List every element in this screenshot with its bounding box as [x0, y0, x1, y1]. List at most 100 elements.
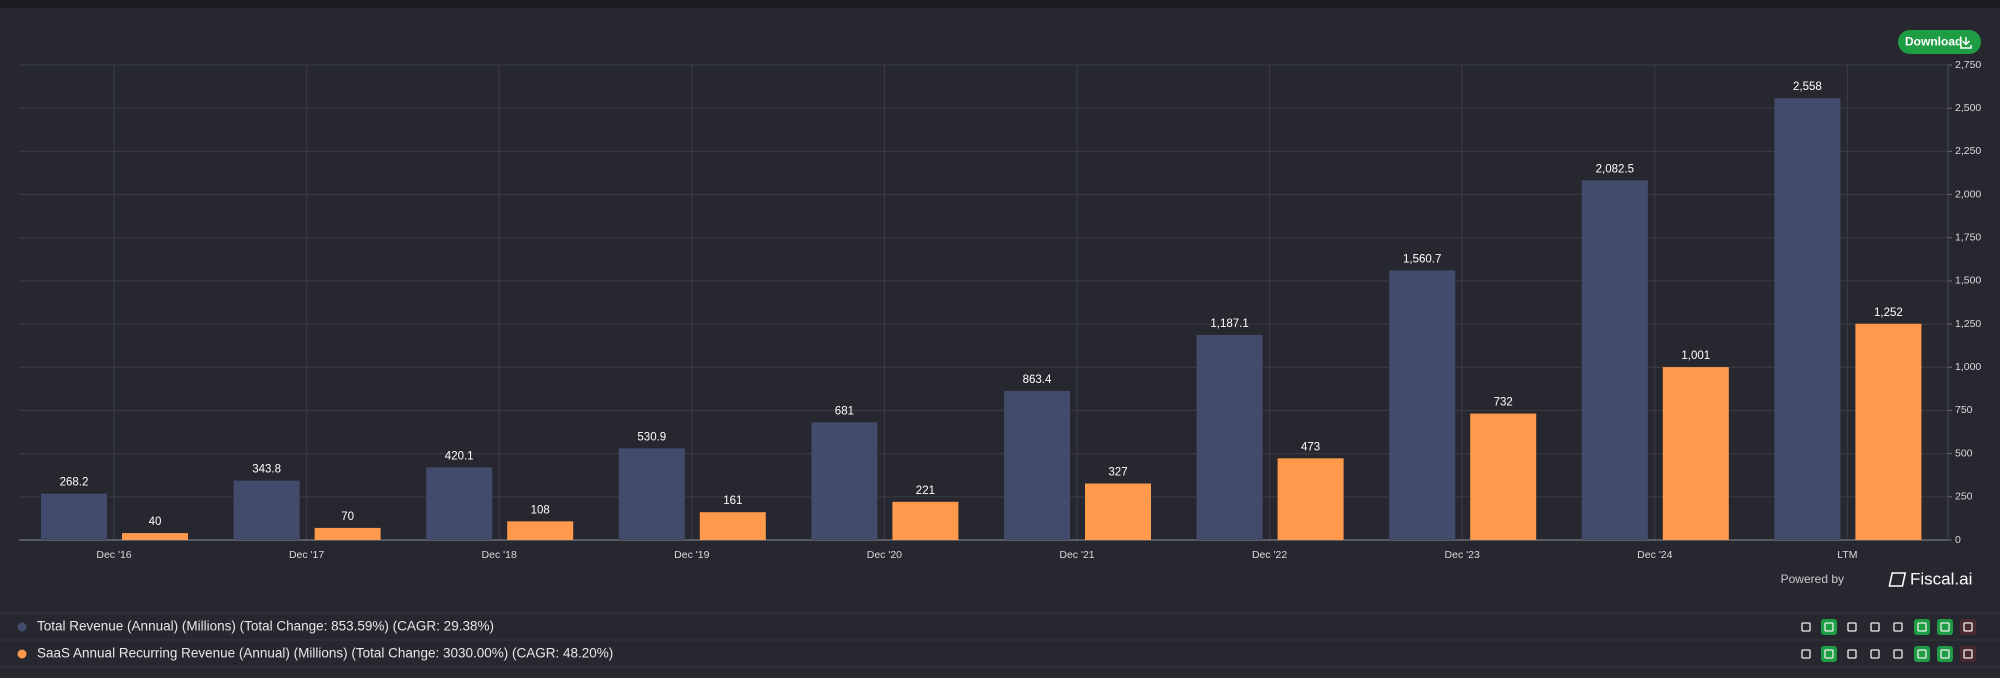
y-tick-label: 2,000: [1955, 188, 1981, 200]
y-tick-label: 2,500: [1955, 102, 1981, 114]
x-tick-label: Dec '21: [1059, 549, 1094, 561]
row-action-icon[interactable]: [1893, 622, 1903, 632]
row-action-icon[interactable]: [1870, 622, 1880, 632]
bar: [122, 533, 188, 540]
bar: [811, 422, 878, 540]
bar: [1470, 413, 1537, 540]
row-action-bg[interactable]: [1937, 619, 1953, 635]
legend: [0, 612, 2000, 668]
y-tick-label: 1,500: [1955, 275, 1981, 287]
value-label: 343.8: [252, 464, 281, 476]
y-tick-label: 250: [1955, 491, 1973, 503]
bar: [1004, 390, 1070, 540]
legend-swatch: [17, 622, 27, 632]
row-action-icon[interactable]: [1847, 649, 1857, 659]
bar: [1389, 270, 1456, 540]
row-action-bg[interactable]: [1960, 619, 1976, 635]
value-label: 863.4: [1023, 374, 1052, 386]
brand: Fiscal.ai: [1910, 569, 1972, 588]
row-action-icon[interactable]: [1824, 622, 1834, 632]
value-label: 161: [723, 495, 742, 507]
bar: [233, 480, 300, 540]
bar: [1581, 180, 1648, 540]
row-action-icon[interactable]: [1917, 649, 1927, 659]
x-tick-label: Dec '18: [482, 549, 517, 561]
row-action-icon[interactable]: [1847, 622, 1857, 632]
download-icon: [1960, 37, 1972, 49]
row-action-icon[interactable]: [1801, 649, 1811, 659]
legend-label: Total Revenue (Annual) (Millions) (Total…: [37, 619, 494, 634]
row-action-bg[interactable]: [1914, 619, 1930, 635]
row-action-icon[interactable]: [1917, 622, 1927, 632]
x-tick-label: Dec '24: [1637, 549, 1672, 561]
value-label: 420.1: [445, 450, 474, 462]
powered-by: Powered by: [1781, 572, 1844, 586]
brand-logo: [1888, 572, 1907, 587]
bar: [699, 512, 766, 540]
bar: [618, 448, 685, 540]
value-label: 530.9: [637, 431, 666, 443]
y-tick-label: 500: [1955, 447, 1973, 459]
bar: [1662, 367, 1729, 540]
legend-label: SaaS Annual Recurring Revenue (Annual) (…: [37, 646, 613, 661]
y-tick-label: 2,250: [1955, 145, 1981, 157]
row-action-icon[interactable]: [1824, 649, 1834, 659]
y-tick-label: 0: [1955, 534, 1961, 546]
value-label: 2,082.5: [1596, 163, 1634, 175]
value-label: 1,001: [1681, 350, 1710, 362]
row-action-bg[interactable]: [1821, 646, 1837, 662]
y-tick-label: 1,250: [1955, 318, 1981, 330]
row-action-icon[interactable]: [1940, 622, 1950, 632]
y-tick-label: 1,000: [1955, 361, 1981, 373]
bar: [1855, 323, 1922, 540]
row-action-icon[interactable]: [1893, 649, 1903, 659]
bar: [314, 527, 381, 540]
value-label: 1,560.7: [1403, 253, 1441, 265]
y-tick-label: 1,750: [1955, 232, 1981, 244]
bar: [426, 467, 493, 540]
row-action-bg[interactable]: [1821, 619, 1837, 635]
value-label: 108: [531, 504, 550, 516]
bar: [41, 493, 107, 540]
y-tick-label: 750: [1955, 404, 1973, 416]
value-label: 221: [916, 485, 935, 497]
value-label: 1,187.1: [1210, 318, 1248, 330]
value-label: 70: [341, 511, 354, 523]
download-label[interactable]: Download: [1905, 35, 1962, 49]
value-label: 473: [1301, 441, 1320, 453]
bar: [507, 521, 574, 540]
x-tick-label: Dec '20: [867, 549, 902, 561]
row-action-bg[interactable]: [1960, 646, 1976, 662]
row-action-bg[interactable]: [1914, 646, 1930, 662]
download-button[interactable]: Download: [1898, 30, 1981, 54]
value-label: 268.2: [60, 477, 89, 489]
x-tick-label: Dec '17: [289, 549, 324, 561]
value-label: 2,558: [1793, 81, 1822, 93]
value-label: 327: [1108, 467, 1127, 479]
value-label: 681: [835, 405, 854, 417]
bar: [1277, 458, 1344, 540]
bar: [1774, 98, 1841, 540]
bar: [892, 501, 959, 540]
row-action-icon[interactable]: [1963, 649, 1973, 659]
x-tick-label: Dec '16: [96, 549, 131, 561]
x-tick-label: Dec '19: [674, 549, 709, 561]
legend-swatch: [17, 649, 27, 659]
row-action-bg[interactable]: [1937, 646, 1953, 662]
x-tick-label: Dec '22: [1252, 549, 1287, 561]
x-tick-label: LTM: [1837, 549, 1857, 561]
bar: [1085, 483, 1151, 540]
row-action-icon[interactable]: [1870, 649, 1880, 659]
bar: [1196, 334, 1263, 540]
value-label: 1,252: [1874, 307, 1903, 319]
x-tick-label: Dec '23: [1445, 549, 1480, 561]
top-strip: [0, 0, 2000, 8]
row-action-icon[interactable]: [1801, 622, 1811, 632]
row-action-icon[interactable]: [1940, 649, 1950, 659]
row-action-icon[interactable]: [1963, 622, 1973, 632]
value-label: 40: [149, 516, 162, 528]
y-tick-label: 2,750: [1955, 59, 1981, 71]
value-label: 732: [1494, 397, 1513, 409]
